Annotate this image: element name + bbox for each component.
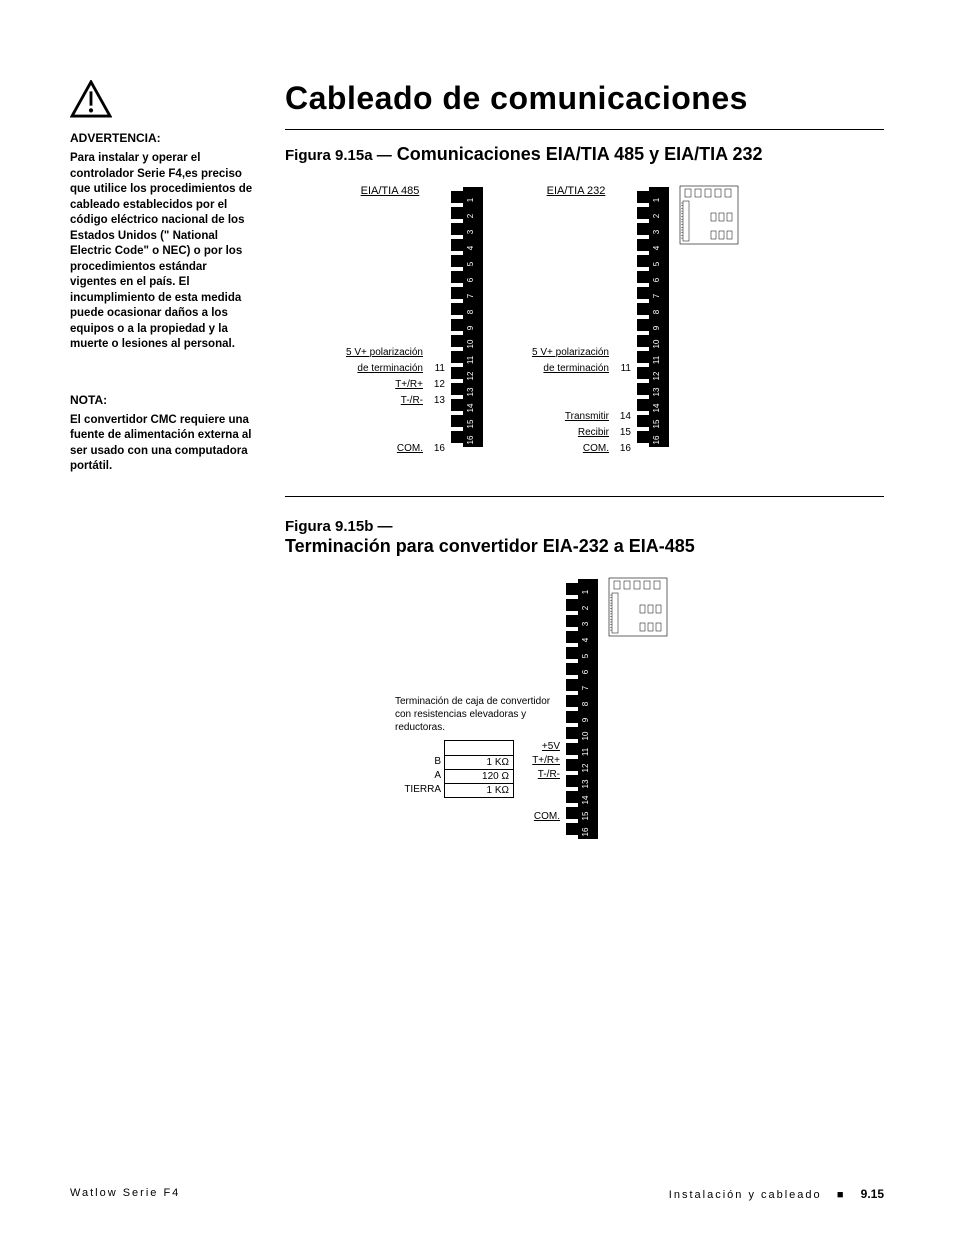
- connector-header: EIA/TIA 232: [521, 185, 631, 197]
- svg-text:5: 5: [652, 261, 661, 266]
- svg-text:13: 13: [581, 779, 590, 788]
- pin-label: COM.16: [521, 441, 631, 457]
- pin-label: 5 V+ polarización: [521, 345, 631, 361]
- warning-text: Para instalar y operar el controlador Se…: [70, 151, 255, 353]
- figure-b-lead: Figura 9.15b —: [285, 518, 393, 535]
- figure-a-diagrams: EIA/TIA 485 5 V+ polarizaciónde terminac…: [335, 185, 884, 468]
- svg-text:8: 8: [466, 309, 475, 314]
- pin-label: Recibir15: [521, 425, 631, 441]
- svg-text:3: 3: [652, 229, 661, 234]
- svg-text:8: 8: [581, 701, 590, 706]
- diagram-485: EIA/TIA 485 5 V+ polarizaciónde terminac…: [335, 185, 485, 468]
- figure-a-title: Comunicaciones EIA/TIA 485 y EIA/TIA 232: [397, 144, 763, 164]
- svg-text:10: 10: [581, 731, 590, 740]
- svg-text:1: 1: [652, 197, 661, 202]
- connector-icon: 12345678910111213141516: [637, 185, 671, 463]
- svg-text:9: 9: [466, 325, 475, 330]
- terminator-box: 1 KΩB120 ΩA1 KΩTIERRA: [444, 740, 514, 798]
- svg-text:16: 16: [581, 827, 590, 836]
- diagram-232: EIA/TIA 232 5 V+ polarizaciónde terminac…: [521, 185, 739, 468]
- rule: [285, 496, 884, 497]
- svg-text:4: 4: [652, 245, 661, 250]
- svg-text:15: 15: [466, 419, 475, 428]
- svg-text:15: 15: [581, 811, 590, 820]
- svg-text:4: 4: [466, 245, 475, 250]
- terminator-row: 1 KΩTIERRA: [445, 783, 513, 797]
- svg-text:12: 12: [581, 763, 590, 772]
- terminator-row: 1 KΩB: [445, 755, 513, 769]
- svg-text:9: 9: [652, 325, 661, 330]
- svg-text:10: 10: [466, 339, 475, 348]
- svg-text:5: 5: [466, 261, 475, 266]
- connector-header: EIA/TIA 485: [335, 185, 445, 197]
- page-footer: Watlow Serie F4 Instalación y cableado ■…: [70, 1187, 884, 1201]
- sidebar: ADVERTENCIA: Para instalar y operar el c…: [70, 80, 255, 860]
- main-content: Cableado de comunicaciones Figura 9.15a …: [285, 80, 884, 860]
- svg-text:16: 16: [652, 435, 661, 444]
- svg-text:11: 11: [466, 355, 475, 364]
- note-label: NOTA:: [70, 393, 255, 407]
- pin-label: de terminación11: [521, 361, 631, 377]
- svg-text:2: 2: [581, 605, 590, 610]
- svg-text:13: 13: [652, 387, 661, 396]
- pin-label: Transmitir14: [521, 409, 631, 425]
- svg-text:3: 3: [466, 229, 475, 234]
- svg-text:5: 5: [581, 653, 590, 658]
- svg-text:10: 10: [652, 339, 661, 348]
- svg-text:6: 6: [466, 277, 475, 282]
- svg-text:2: 2: [652, 213, 661, 218]
- svg-text:8: 8: [652, 309, 661, 314]
- svg-text:11: 11: [581, 747, 590, 756]
- svg-text:13: 13: [466, 387, 475, 396]
- svg-text:6: 6: [652, 277, 661, 282]
- board-icon: [608, 577, 668, 642]
- svg-text:7: 7: [581, 685, 590, 690]
- warning-icon: [70, 80, 255, 123]
- figure-a-heading: Figura 9.15a — Comunicaciones EIA/TIA 48…: [285, 144, 884, 165]
- svg-text:14: 14: [652, 403, 661, 412]
- pin-label: COM.16: [335, 441, 445, 457]
- svg-text:12: 12: [466, 371, 475, 380]
- warning-label: ADVERTENCIA:: [70, 131, 255, 145]
- svg-text:1: 1: [466, 197, 475, 202]
- page-title: Cableado de comunicaciones: [285, 80, 884, 117]
- svg-text:9: 9: [581, 717, 590, 722]
- terminator-note: Terminación de caja de convertidor con r…: [395, 695, 560, 734]
- svg-text:11: 11: [652, 355, 661, 364]
- pin-label: T-/R-13: [335, 393, 445, 409]
- svg-text:1: 1: [581, 589, 590, 594]
- figure-b-title: Terminación para convertidor EIA-232 a E…: [285, 536, 695, 556]
- terminator-row: [445, 741, 513, 755]
- footer-section: Instalación y cableado: [669, 1189, 822, 1201]
- svg-text:7: 7: [652, 293, 661, 298]
- svg-text:14: 14: [581, 795, 590, 804]
- footer-chapter: 9.15: [861, 1187, 884, 1201]
- svg-text:14: 14: [466, 403, 475, 412]
- pin-label: T+/R+12: [335, 377, 445, 393]
- svg-text:2: 2: [466, 213, 475, 218]
- svg-text:3: 3: [581, 621, 590, 626]
- board-icon: [679, 185, 739, 250]
- rule: [285, 129, 884, 130]
- connector-icon: 12345678910111213141516: [566, 577, 600, 855]
- note-text: El convertidor CMC requiere una fuente d…: [70, 413, 255, 475]
- svg-text:7: 7: [466, 293, 475, 298]
- pin-label: de terminación11: [335, 361, 445, 377]
- svg-text:4: 4: [581, 637, 590, 642]
- svg-text:12: 12: [652, 371, 661, 380]
- figure-b-heading: Figura 9.15b — Terminación para converti…: [285, 515, 884, 557]
- figure-a-lead: Figura 9.15a —: [285, 147, 392, 164]
- footer-left: Watlow Serie F4: [70, 1187, 180, 1201]
- pin-label: 5 V+ polarización: [335, 345, 445, 361]
- connector-icon: 12345678910111213141516: [451, 185, 485, 463]
- svg-text:16: 16: [466, 435, 475, 444]
- terminator-row: 120 ΩA: [445, 769, 513, 783]
- diagram-terminator: Terminación de caja de convertidor con r…: [395, 577, 668, 860]
- svg-text:6: 6: [581, 669, 590, 674]
- svg-text:15: 15: [652, 419, 661, 428]
